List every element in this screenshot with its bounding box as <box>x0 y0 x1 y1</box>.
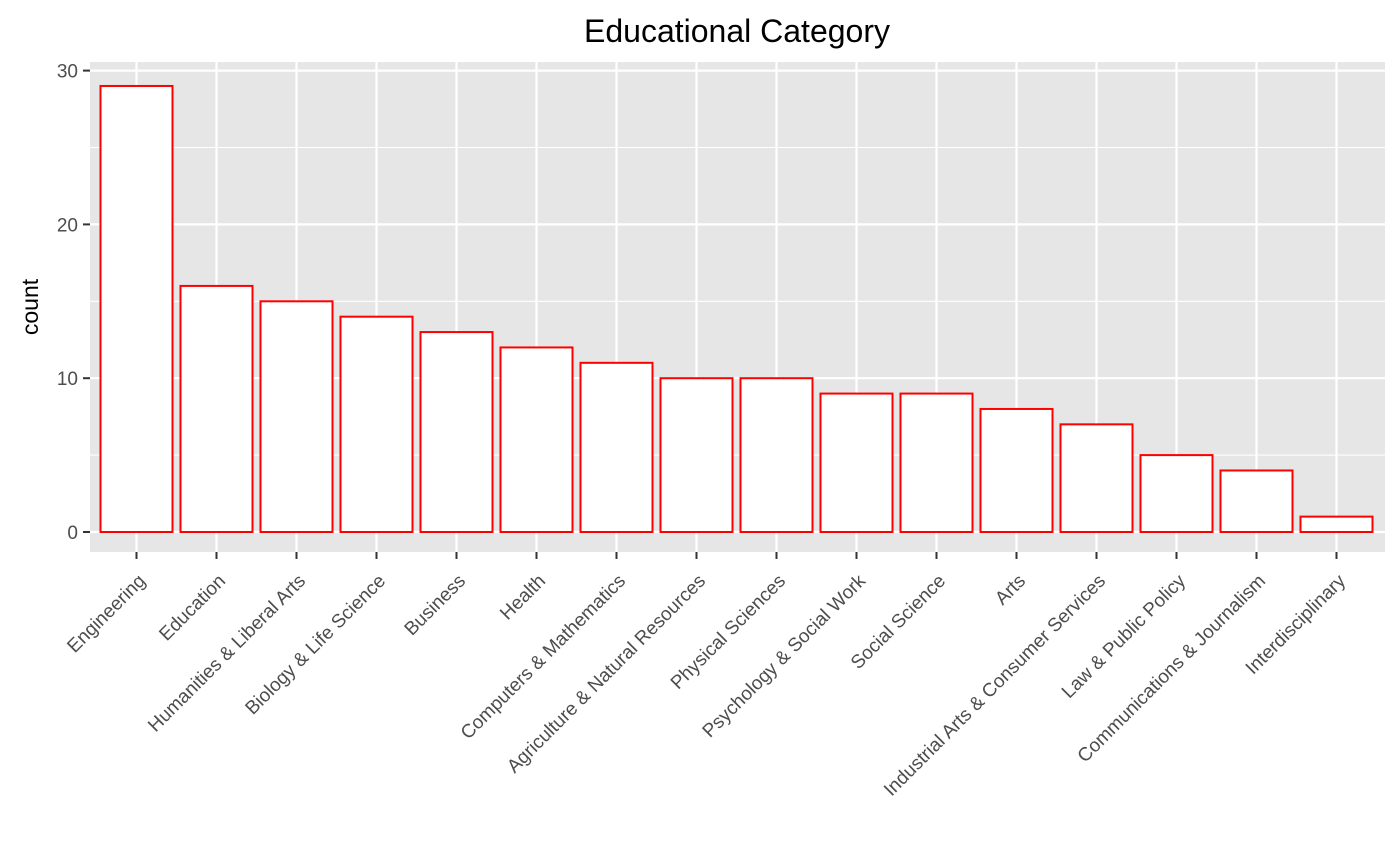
bar <box>819 392 894 533</box>
chart-title: Educational Category <box>584 13 890 49</box>
x-tick-label: Health <box>496 571 550 625</box>
bar <box>99 84 174 533</box>
bar <box>259 300 334 533</box>
bars <box>99 84 1374 534</box>
y-tick-label: 30 <box>57 62 78 83</box>
bar <box>899 392 974 533</box>
bar <box>1139 454 1214 534</box>
bar <box>1219 469 1294 534</box>
bar <box>179 284 254 534</box>
bar <box>419 331 494 533</box>
bar <box>739 377 814 534</box>
x-tick-label: Arts <box>991 571 1030 610</box>
bar <box>1299 515 1374 533</box>
y-tick-label: 0 <box>67 523 78 544</box>
bar <box>499 346 574 533</box>
x-tick-label: Business <box>401 571 470 640</box>
bar <box>579 361 654 533</box>
x-tick-label: Computers & Mathematics <box>457 571 630 744</box>
y-axis-label: count <box>17 278 43 335</box>
bar <box>979 407 1054 533</box>
x-tick-label: Biology & Life Science <box>241 571 390 720</box>
y-tick-label: 10 <box>57 369 78 390</box>
bar <box>1059 423 1134 533</box>
bar <box>659 377 734 534</box>
x-tick-label: Humanities & Liberal Arts <box>144 571 310 737</box>
x-tick-label: Psychology & Social Work <box>699 570 871 742</box>
bar <box>339 315 414 533</box>
x-tick-label: Engineering <box>63 571 150 658</box>
y-tick-label: 20 <box>57 215 78 236</box>
x-tick-label: Education <box>155 571 230 646</box>
y-axis: 0 10 20 30 <box>57 62 90 544</box>
